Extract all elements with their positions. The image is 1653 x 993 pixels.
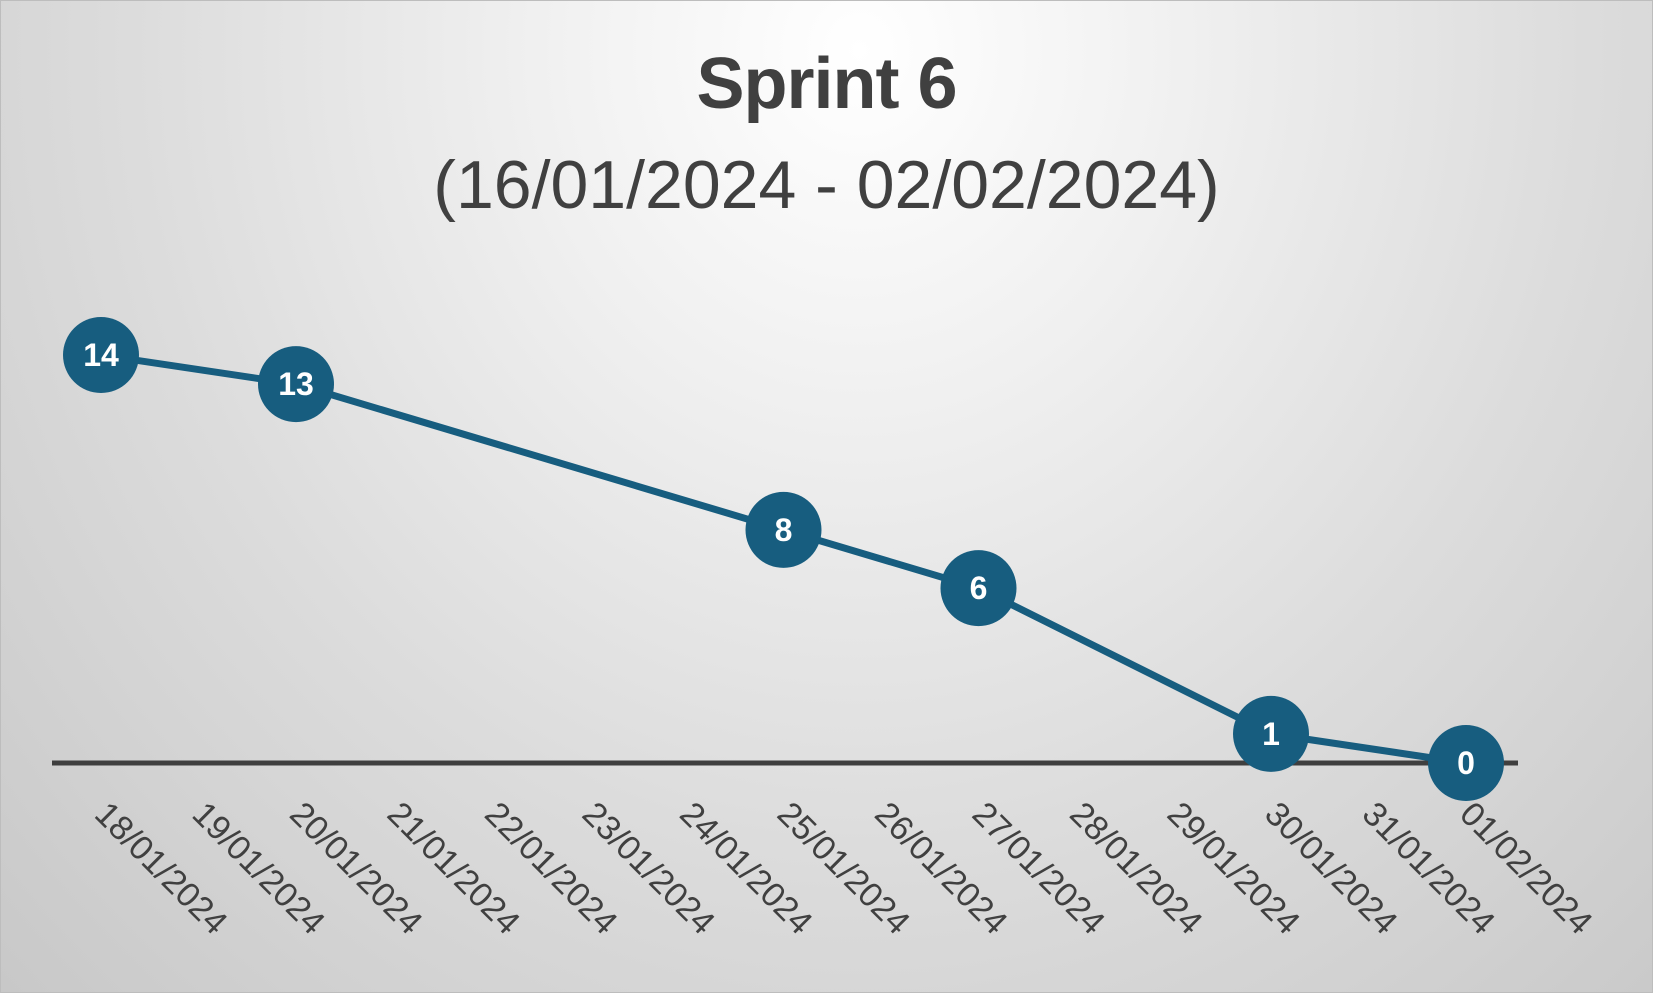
data-point-marker xyxy=(1428,725,1504,801)
data-label: 1 xyxy=(1262,716,1280,752)
data-label: 13 xyxy=(278,366,314,402)
data-point-marker xyxy=(745,491,822,568)
data-label: 14 xyxy=(83,337,119,373)
data-label: 6 xyxy=(970,570,988,606)
chart-subtitle: (16/01/2024 - 02/02/2024) xyxy=(433,147,1220,223)
data-point-marker xyxy=(258,346,334,423)
chart-title: Sprint 6 xyxy=(696,44,957,124)
data-label: 0 xyxy=(1457,745,1475,781)
data-point-marker xyxy=(940,550,1017,627)
data-point-marker xyxy=(63,317,139,393)
data-point-marker xyxy=(1233,695,1309,772)
data-label: 8 xyxy=(775,512,793,548)
